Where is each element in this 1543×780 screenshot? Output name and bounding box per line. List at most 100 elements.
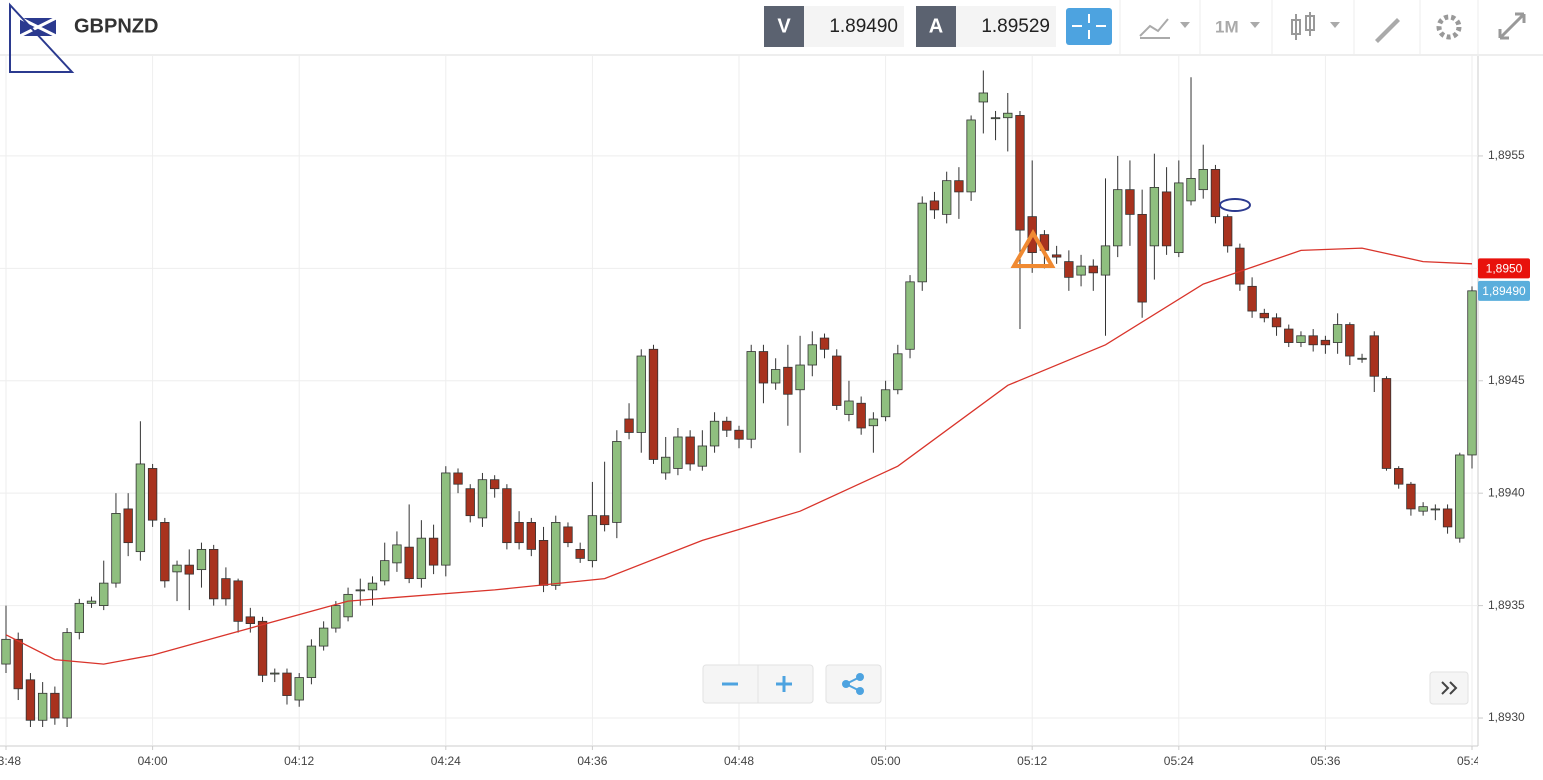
plot bbox=[1, 70, 1477, 728]
candle-body bbox=[1345, 324, 1355, 357]
ask-box[interactable] bbox=[956, 6, 1056, 47]
candle-body bbox=[86, 600, 97, 604]
candle-body bbox=[1455, 454, 1465, 539]
candle-body bbox=[318, 627, 329, 647]
candle-body bbox=[441, 472, 451, 566]
candle-body bbox=[37, 692, 48, 721]
x-tick-label: 04:12 bbox=[284, 754, 314, 768]
price-tag bbox=[1478, 258, 1530, 279]
candle-body bbox=[612, 441, 622, 523]
candle-body bbox=[1003, 112, 1013, 119]
candle-body bbox=[1186, 178, 1196, 202]
candle-body bbox=[416, 537, 427, 580]
candle-body bbox=[954, 180, 964, 193]
candle-body bbox=[257, 620, 268, 676]
candle-body bbox=[1113, 189, 1123, 247]
candle-body bbox=[832, 355, 842, 406]
candle-body bbox=[624, 418, 634, 433]
candle-body bbox=[160, 522, 170, 582]
candle-body bbox=[1271, 317, 1282, 328]
candle-body bbox=[1284, 328, 1294, 343]
ask-tag[interactable] bbox=[916, 6, 956, 47]
candle-body bbox=[1406, 483, 1416, 510]
candle-body bbox=[1100, 245, 1111, 276]
share-button[interactable] bbox=[825, 664, 882, 704]
candles-icon[interactable] bbox=[1291, 12, 1315, 40]
x-tick-label: 05:00 bbox=[871, 754, 901, 768]
candle-body bbox=[856, 402, 866, 429]
x-tick-label: 04:48 bbox=[724, 754, 754, 768]
candle-body bbox=[209, 548, 219, 600]
bid-price: 1.89490 bbox=[829, 16, 898, 37]
bid-box[interactable] bbox=[804, 6, 904, 47]
x-tick-label: 04:24 bbox=[431, 754, 461, 768]
zoom-in[interactable] bbox=[776, 676, 792, 692]
moving-average bbox=[5, 247, 1473, 665]
candle-body bbox=[25, 679, 36, 721]
candle-body bbox=[343, 593, 353, 618]
share-node bbox=[856, 687, 864, 695]
candle-body bbox=[575, 548, 585, 559]
candle-body bbox=[1259, 312, 1269, 319]
candle-body bbox=[734, 429, 744, 440]
x-tick-label: 05:24 bbox=[1164, 754, 1194, 768]
candle-body bbox=[917, 202, 927, 283]
candle-body bbox=[1442, 508, 1453, 528]
candle-body bbox=[465, 488, 475, 517]
fullscreen-icon[interactable] bbox=[1498, 12, 1526, 40]
crosshair-icon bbox=[1072, 14, 1106, 39]
x-tick-label: 04:00 bbox=[138, 754, 168, 768]
candle-body bbox=[99, 582, 109, 607]
candle-body bbox=[758, 351, 769, 384]
ask-label: A bbox=[929, 15, 943, 37]
timeframe[interactable]: 1M bbox=[1215, 17, 1239, 36]
candle-body bbox=[1210, 169, 1221, 218]
chart-type-icon[interactable] bbox=[1139, 18, 1170, 39]
candle-body bbox=[13, 638, 23, 690]
dropdown bbox=[1250, 22, 1260, 28]
candle-body bbox=[868, 418, 879, 427]
candle-body bbox=[196, 548, 207, 571]
candle-body bbox=[685, 436, 695, 465]
candle-body bbox=[233, 580, 243, 622]
candle-body bbox=[1051, 254, 1062, 258]
price-tag-label: 1,89490 bbox=[1482, 284, 1526, 298]
candle-body bbox=[563, 526, 573, 544]
candle-body bbox=[1467, 290, 1477, 456]
candle-body bbox=[380, 560, 390, 582]
dropdown bbox=[1330, 22, 1340, 28]
candle-body bbox=[1198, 169, 1208, 191]
settings-icon[interactable] bbox=[1436, 14, 1462, 40]
candle-body bbox=[1247, 285, 1257, 312]
candle-body bbox=[1394, 468, 1404, 485]
candle-body bbox=[990, 117, 1001, 120]
candle-body bbox=[942, 180, 952, 215]
x-tick-label: 03:48 bbox=[0, 754, 21, 768]
candle-body bbox=[783, 366, 793, 395]
candle-body bbox=[746, 351, 756, 440]
candle-body bbox=[538, 539, 549, 586]
corner-annotation bbox=[9, 2, 75, 73]
price-tag-label: 1,8950 bbox=[1486, 262, 1523, 276]
candle-body bbox=[331, 605, 341, 629]
draw-icon[interactable] bbox=[1375, 18, 1400, 43]
candle-body bbox=[62, 632, 72, 719]
y-tick-label: 1,8945 bbox=[1488, 373, 1525, 387]
candle-body bbox=[795, 364, 805, 391]
candle-body bbox=[453, 472, 463, 485]
y-axis: 1,8930 1,8935 1,8940 1,8945 1,8950 1,8955 1,89… bbox=[1478, 148, 1530, 724]
ask-price: 1.89529 bbox=[981, 16, 1050, 37]
candle-body bbox=[1137, 213, 1147, 303]
price-tag bbox=[1478, 280, 1530, 301]
bid-tag[interactable] bbox=[764, 6, 804, 47]
candle-body bbox=[392, 544, 402, 564]
candle-body bbox=[245, 616, 256, 624]
candle-body bbox=[551, 522, 561, 586]
candle-body bbox=[489, 479, 500, 490]
candle-body bbox=[355, 589, 365, 592]
crosshair-button[interactable] bbox=[1066, 8, 1112, 45]
y-tick-label: 1,8935 bbox=[1488, 598, 1525, 612]
